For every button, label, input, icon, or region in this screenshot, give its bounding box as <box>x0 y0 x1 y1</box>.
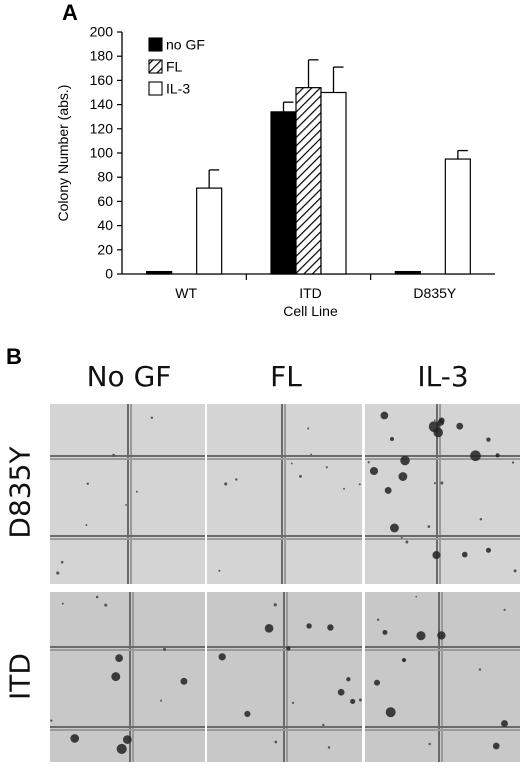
row-label-d835y: D835Y <box>3 446 37 539</box>
y-tick-label: 100 <box>90 145 114 161</box>
y-tick-label: 140 <box>90 96 114 112</box>
column-header-no-gf: No GF <box>86 360 172 393</box>
legend-swatch-no GF <box>148 37 163 52</box>
panel-b-label: B <box>6 344 22 369</box>
legend-label-no GF: no GF <box>166 37 205 53</box>
x-tick-label: ITD <box>299 285 322 301</box>
bar-ITD-no GF <box>270 111 297 275</box>
bar-WT-no GF <box>146 270 173 275</box>
micrograph-panel <box>207 404 362 584</box>
micrograph-panel <box>50 592 205 762</box>
column-header-fl: FL <box>270 360 302 393</box>
legend-label-IL-3: IL-3 <box>166 81 190 97</box>
micrograph-panel <box>207 592 362 762</box>
x-tick-label: WT <box>175 285 197 301</box>
y-tick-label: 60 <box>97 193 113 209</box>
legend-label-FL: FL <box>166 59 183 75</box>
y-tick-label: 160 <box>90 72 114 88</box>
y-tick-label: 80 <box>97 169 113 185</box>
y-axis-label: Colony Number (abs.) <box>55 85 71 222</box>
legend-swatch-IL-3 <box>148 81 163 96</box>
y-tick-label: 200 <box>90 24 114 40</box>
colony-bar-chart: 0 20 40 60 80 100 120 140 160 180 200 Colony Number… <box>55 24 495 319</box>
bar-WT-IL-3 <box>196 187 223 275</box>
x-tick-label: D835Y <box>413 285 456 301</box>
micrograph-panel <box>50 404 205 584</box>
y-tick-label: 120 <box>90 120 114 136</box>
legend-swatch-FL <box>148 59 163 74</box>
y-tick-label: 20 <box>97 241 113 257</box>
y-tick-label: 40 <box>97 217 113 233</box>
bar-ITD-FL <box>295 87 322 275</box>
y-tick-label: 0 <box>105 266 113 282</box>
panel-a-label: A <box>62 0 78 25</box>
x-axis-label: Cell Line <box>283 303 338 319</box>
micrograph-panel <box>365 592 520 762</box>
row-label-itd: ITD <box>3 653 37 700</box>
micrograph-panel <box>365 404 520 584</box>
column-header-il3: IL-3 <box>417 360 469 393</box>
y-tick-label: 180 <box>90 48 114 64</box>
bar-ITD-IL-3 <box>320 91 347 275</box>
bar-D835Y-IL-3 <box>444 158 471 275</box>
bar-D835Y-no GF <box>394 270 421 275</box>
